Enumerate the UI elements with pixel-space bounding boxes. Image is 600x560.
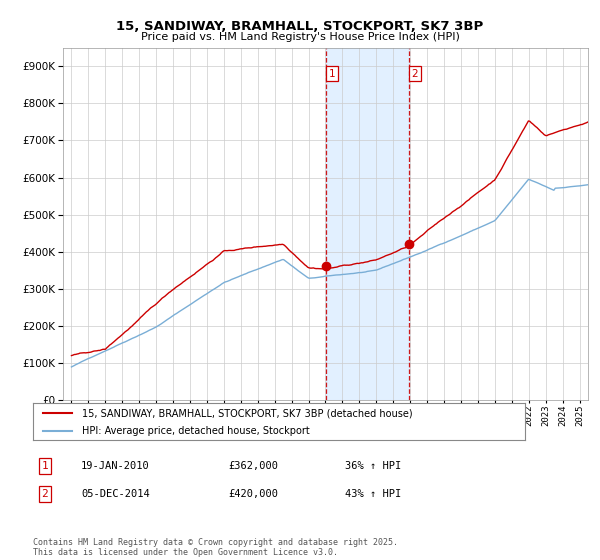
Text: 1: 1: [41, 461, 49, 471]
Text: 43% ↑ HPI: 43% ↑ HPI: [345, 489, 401, 499]
Text: 05-DEC-2014: 05-DEC-2014: [81, 489, 150, 499]
Text: 1: 1: [329, 68, 335, 78]
Text: 15, SANDIWAY, BRAMHALL, STOCKPORT, SK7 3BP (detached house): 15, SANDIWAY, BRAMHALL, STOCKPORT, SK7 3…: [82, 408, 413, 418]
Text: Price paid vs. HM Land Registry's House Price Index (HPI): Price paid vs. HM Land Registry's House …: [140, 32, 460, 42]
Text: 2: 2: [412, 68, 418, 78]
Text: 19-JAN-2010: 19-JAN-2010: [81, 461, 150, 471]
Text: £420,000: £420,000: [228, 489, 278, 499]
Text: 36% ↑ HPI: 36% ↑ HPI: [345, 461, 401, 471]
Text: HPI: Average price, detached house, Stockport: HPI: Average price, detached house, Stoc…: [82, 426, 310, 436]
Text: 15, SANDIWAY, BRAMHALL, STOCKPORT, SK7 3BP: 15, SANDIWAY, BRAMHALL, STOCKPORT, SK7 3…: [116, 20, 484, 32]
Text: £362,000: £362,000: [228, 461, 278, 471]
Text: Contains HM Land Registry data © Crown copyright and database right 2025.
This d: Contains HM Land Registry data © Crown c…: [33, 538, 398, 557]
Bar: [326, 48, 409, 400]
Text: 2: 2: [41, 489, 49, 499]
